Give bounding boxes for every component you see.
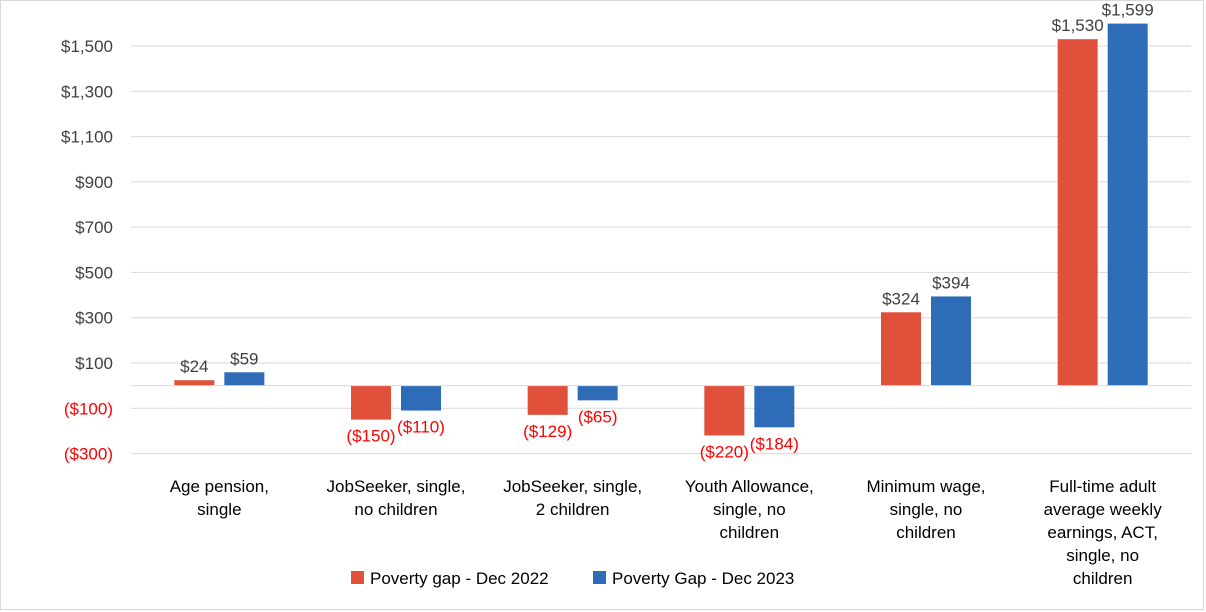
y-tick-label: $700 [75,218,113,237]
y-tick-label: $900 [75,173,113,192]
bar-series-1 [174,380,215,386]
category-label-line: single, no [1066,546,1139,565]
y-tick-label: $1,100 [61,128,113,147]
bars [174,23,1148,436]
category-label-line: children [1073,569,1133,588]
y-axis-tick-labels: $1,500 $1,300 $1,100 $900 $700 $500 $300 $100 ($… [61,37,113,464]
data-label: ($110) [397,418,445,437]
category-label-line: no children [354,500,437,519]
category-label: Youth Allowance, single, no children [685,477,814,542]
category-label-line: single, no [890,500,963,519]
y-tick-label: $500 [75,263,113,282]
category-label-line: JobSeeker, single, [503,477,642,496]
data-label: ($65) [578,407,618,426]
category-label-line: JobSeeker, single, [327,477,466,496]
legend: Poverty gap - Dec 2022 Poverty Gap - Dec … [351,569,794,588]
category-label-line: single, no [713,500,786,519]
bar-series-1 [351,385,391,420]
gridlines [131,45,1191,455]
data-label: ($220) [700,442,749,461]
category-label-line: Minimum wage, [866,477,985,496]
category-label-line: Full-time adult [1049,477,1156,496]
legend-label: Poverty gap - Dec 2022 [370,569,549,588]
category-label: Minimum wage, single, no children [866,477,985,542]
data-label: ($150) [346,427,395,446]
data-label: $59 [230,349,258,368]
category-label-line: Youth Allowance, [685,477,814,496]
category-label-line: children [720,523,780,542]
category-label-line: average weekly [1044,500,1163,519]
category-label-line: 2 children [536,500,610,519]
bar-series-2 [1107,23,1148,386]
category-label: Age pension, single [170,477,269,519]
bar-series-2 [754,385,795,428]
category-labels: Age pension, single JobSeeker, single, no c… [170,477,1163,588]
y-tick-label: ($300) [64,445,113,464]
data-label: $1,599 [1102,1,1154,20]
category-label: Full-time adult average weekly earnings, A… [1044,477,1163,588]
bar-series-2 [931,296,971,386]
bar-series-1 [881,312,921,386]
category-label-line: single [197,500,241,519]
data-label: $324 [882,289,920,308]
data-labels: $24 $59 ($150) ($110) ($129) ($65) ($220) ($184… [180,1,1154,461]
data-label: ($184) [750,434,799,453]
category-label-line: Age pension, [170,477,269,496]
legend-swatch [351,571,364,584]
data-label: $394 [932,273,970,292]
bar-series-1 [527,385,568,415]
legend-swatch [593,571,606,584]
y-tick-label: $1,300 [61,82,113,101]
category-label-line: children [896,523,956,542]
data-label: $24 [180,357,208,376]
y-tick-label: $1,500 [61,37,113,56]
y-tick-label: $300 [75,309,113,328]
bar-series-1 [704,385,745,436]
category-label: JobSeeker, single, 2 children [503,477,642,519]
y-tick-label: $100 [75,354,113,373]
category-label: JobSeeker, single, no children [327,477,466,519]
bar-series-2 [401,385,441,411]
bar-series-1 [1057,39,1098,386]
category-label-line: earnings, ACT, [1047,523,1158,542]
data-label: $1,530 [1052,16,1104,35]
legend-label: Poverty Gap - Dec 2023 [612,569,794,588]
y-tick-label: ($100) [64,399,113,418]
bar-series-2 [577,385,618,401]
data-label: ($129) [523,422,572,441]
bar-series-2 [224,372,265,386]
